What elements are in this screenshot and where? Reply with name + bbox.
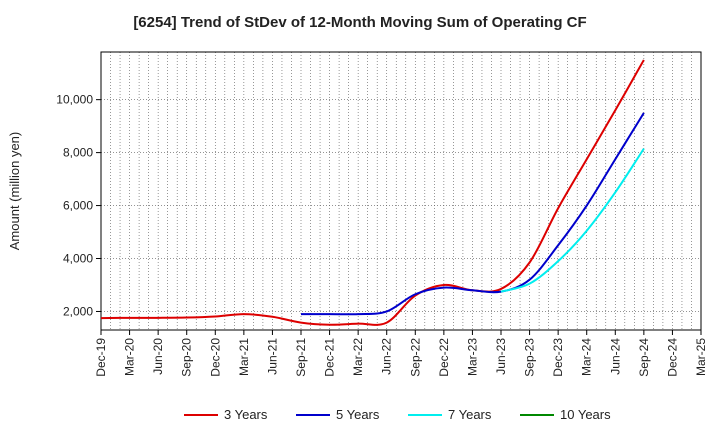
x-tick-label: Sep-21 (294, 338, 308, 377)
y-tick-label: 4,000 (63, 252, 93, 266)
plot-frame (100, 51, 702, 331)
legend-label-10-years: 10 Years (560, 407, 611, 422)
x-tick-label: Sep-23 (523, 338, 537, 377)
y-axis-label: Amount (million yen) (7, 132, 22, 251)
legend-label-7-years: 7 Years (448, 407, 492, 422)
legend: 3 Years 5 Years 7 Years 10 Years (184, 407, 611, 422)
y-tick-label: 2,000 (63, 304, 93, 318)
x-tick-label: Jun-23 (494, 338, 508, 375)
x-tick-label: Jun-24 (608, 338, 622, 375)
legend-label-3-years: 3 Years (224, 407, 268, 422)
x-tick-label: Sep-24 (637, 338, 651, 377)
legend-label-5-years: 5 Years (336, 407, 380, 422)
x-tick-label: Sep-22 (408, 338, 422, 377)
series-line-3-years (100, 59, 645, 326)
x-tick-label: Mar-24 (580, 338, 594, 376)
x-axis: Dec-19 Mar-20 Jun-20 Sep-20 Dec-20 Mar-21 Jun-… (94, 330, 708, 377)
series-line-7-years (500, 148, 645, 293)
grid (100, 52, 702, 330)
y-axis: 2,000 4,000 6,000 8,000 10,000 (56, 93, 101, 318)
y-tick-label: 6,000 (63, 199, 93, 213)
x-tick-label: Mar-23 (465, 338, 479, 376)
x-tick-label: Mar-20 (123, 338, 137, 376)
x-tick-label: Dec-24 (665, 338, 679, 377)
x-tick-label: Mar-21 (237, 338, 251, 376)
x-tick-label: Jun-22 (380, 338, 394, 375)
x-tick-label: Jun-21 (265, 338, 279, 375)
x-tick-label: Dec-23 (551, 338, 565, 377)
series-line-5-years (300, 112, 645, 316)
x-tick-label: Dec-19 (94, 338, 108, 377)
x-tick-label: Mar-22 (351, 338, 365, 376)
x-tick-label: Jun-20 (151, 338, 165, 375)
x-tick-label: Dec-20 (208, 338, 222, 377)
x-tick-label: Sep-20 (180, 338, 194, 377)
series-group (100, 59, 645, 326)
y-tick-label: 8,000 (63, 146, 93, 160)
y-tick-label: 10,000 (56, 93, 93, 107)
chart-title: [6254] Trend of StDev of 12-Month Moving… (133, 14, 587, 31)
x-tick-label: Mar-25 (694, 338, 708, 376)
x-tick-label: Dec-21 (323, 338, 337, 377)
x-tick-label: Dec-22 (437, 338, 451, 377)
